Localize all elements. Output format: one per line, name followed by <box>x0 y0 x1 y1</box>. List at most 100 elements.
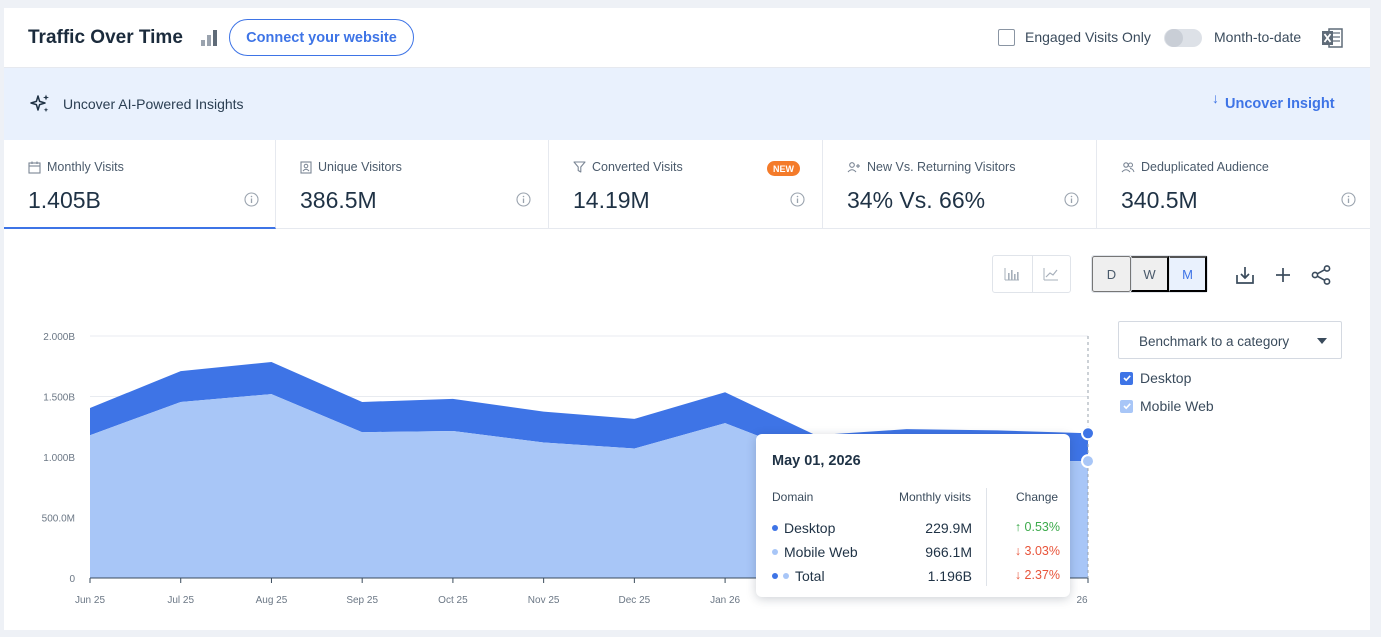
granularity-daily-button[interactable]: D <box>1092 256 1131 292</box>
metrics-row: Monthly Visits 1.405B Unique Visitors 38… <box>4 140 1370 229</box>
tooltip-divider <box>986 488 987 586</box>
tooltip-row-change: ↑ 0.53% <box>1014 520 1060 534</box>
download-icon[interactable] <box>1234 264 1256 286</box>
tooltip-row-total: Total 1.196B ↓ 2.37% <box>772 568 1060 588</box>
granularity-switch: D W M <box>1091 255 1208 293</box>
metric-tab-new-vs-returning[interactable]: New Vs. Returning Visitors 34% Vs. 66% <box>823 140 1097 228</box>
granularity-monthly-button[interactable]: M <box>1169 256 1207 292</box>
tooltip-row-name: Desktop <box>784 520 836 536</box>
metric-value: 14.19M <box>573 187 650 213</box>
info-icon[interactable] <box>516 192 531 207</box>
arrow-down-icon: ↓ <box>1014 568 1025 582</box>
insight-text: Uncover AI-Powered Insights <box>63 96 244 112</box>
toggle-knob <box>1165 29 1183 47</box>
tooltip-col-change: Change <box>1016 490 1059 504</box>
legend-label: Mobile Web <box>1140 398 1214 414</box>
bar-levels-icon <box>201 30 217 46</box>
users-icon <box>1121 162 1135 173</box>
checkbox-checked-icon <box>1120 399 1133 413</box>
new-badge: NEW <box>767 161 800 176</box>
info-icon[interactable] <box>790 192 805 207</box>
benchmark-label: Benchmark to a category <box>1139 334 1290 349</box>
month-to-date-label: Month-to-date <box>1214 29 1302 45</box>
engaged-visits-label: Engaged Visits Only <box>1025 29 1151 45</box>
tooltip-row-value: 966.1M <box>925 544 972 560</box>
tooltip-row-value: 229.9M <box>925 520 972 536</box>
granularity-weekly-button[interactable]: W <box>1131 256 1169 292</box>
engaged-visits-checkbox[interactable] <box>998 29 1015 46</box>
info-icon[interactable] <box>1341 192 1356 207</box>
metric-label: New Vs. Returning Visitors <box>847 160 1015 174</box>
plus-icon[interactable] <box>1272 264 1294 286</box>
tooltip-row-value: 1.196B <box>927 568 972 584</box>
metric-label-text: Deduplicated Audience <box>1141 160 1269 174</box>
metric-label: Monthly Visits <box>28 160 124 174</box>
tooltip-row-change: ↓ 3.03% <box>1014 544 1060 558</box>
tooltip-row-mobile: Mobile Web 966.1M ↓ 3.03% <box>772 544 1060 564</box>
month-to-date-toggle[interactable] <box>1164 29 1202 47</box>
metric-label: Deduplicated Audience <box>1121 160 1269 174</box>
x-tick-label: Oct 25 <box>438 595 468 606</box>
metric-tab-converted-visits[interactable]: Converted Visits NEW 14.19M <box>549 140 823 228</box>
y-tick-label: 2.000B <box>43 332 75 343</box>
id-badge-icon <box>300 160 312 174</box>
legend-desktop[interactable]: Desktop <box>1120 370 1191 386</box>
desktop-hover-point <box>1081 426 1095 441</box>
uncover-insight-link[interactable]: ↓ Uncover Insight <box>1212 90 1335 112</box>
mobile-dot-icon <box>783 573 789 580</box>
tooltip-row-desktop: Desktop 229.9M ↑ 0.53% <box>772 520 1060 540</box>
tooltip-row-change: ↓ 2.37% <box>1014 568 1060 582</box>
calendar-icon <box>28 161 41 174</box>
metric-tab-deduplicated-audience[interactable]: Deduplicated Audience 340.5M <box>1097 140 1370 228</box>
x-tick-label: 26 <box>1076 595 1088 606</box>
benchmark-dropdown[interactable]: Benchmark to a category <box>1118 321 1342 359</box>
tooltip-date: May 01, 2026 <box>772 453 861 469</box>
line-chart-button[interactable] <box>1031 256 1071 292</box>
x-tick-label: Jul 25 <box>167 595 194 606</box>
metric-label-text: Converted Visits <box>592 160 683 174</box>
bar-chart-button[interactable] <box>993 256 1032 292</box>
connect-website-button[interactable]: Connect your website <box>229 19 414 56</box>
share-icon[interactable] <box>1310 264 1332 286</box>
arrow-up-icon: ↑ <box>1014 520 1025 534</box>
excel-export-icon[interactable] <box>1320 26 1344 50</box>
ai-insight-banner: Uncover AI-Powered Insights ↓ Uncover Ins… <box>4 68 1370 140</box>
legend-mobile-web[interactable]: Mobile Web <box>1120 398 1214 414</box>
tooltip-col-domain: Domain <box>772 490 814 504</box>
metric-tab-unique-visitors[interactable]: Unique Visitors 386.5M <box>276 140 549 228</box>
user-plus-icon <box>847 162 860 173</box>
metric-value: 34% Vs. 66% <box>847 187 986 213</box>
x-tick-label: Dec 25 <box>619 595 651 606</box>
info-icon[interactable] <box>244 192 259 207</box>
x-tick-label: Aug 25 <box>256 595 288 606</box>
metric-value: 340.5M <box>1121 187 1198 213</box>
y-tick-label: 1.000B <box>43 453 75 464</box>
tooltip-row-name: Mobile Web <box>784 544 858 560</box>
metric-value: 386.5M <box>300 187 377 213</box>
info-icon[interactable] <box>1064 192 1079 207</box>
arrow-down-icon: ↓ <box>1212 90 1219 106</box>
chart-tooltip: May 01, 2026 Domain Monthly visits Chang… <box>756 434 1070 597</box>
caret-down-icon <box>1317 338 1327 344</box>
card-header: Traffic Over Time Connect your website E… <box>4 8 1370 68</box>
metric-label-text: Unique Visitors <box>318 160 402 174</box>
bar-chart-icon <box>1004 268 1020 281</box>
metric-label: Converted Visits <box>573 160 683 174</box>
chart-type-switch <box>992 255 1071 293</box>
x-tick-label: Nov 25 <box>528 595 560 606</box>
mobile-dot-icon <box>772 549 778 556</box>
metric-value: 1.405B <box>28 187 101 213</box>
y-tick-label: 500.0M <box>42 514 75 525</box>
y-tick-label: 0 <box>69 574 75 585</box>
sparkle-icon <box>30 94 49 113</box>
metric-label-text: New Vs. Returning Visitors <box>867 160 1016 174</box>
tooltip-col-visits: Monthly visits <box>899 490 972 504</box>
checkbox-checked-icon <box>1120 371 1133 385</box>
legend-label: Desktop <box>1140 370 1192 386</box>
desktop-dot-icon <box>772 573 778 580</box>
metric-tab-monthly-visits[interactable]: Monthly Visits 1.405B <box>4 140 276 229</box>
arrow-down-icon: ↓ <box>1014 544 1025 558</box>
x-tick-label: Jan 26 <box>710 595 740 606</box>
desktop-dot-icon <box>772 525 778 532</box>
x-tick-label: Sep 25 <box>346 595 378 606</box>
